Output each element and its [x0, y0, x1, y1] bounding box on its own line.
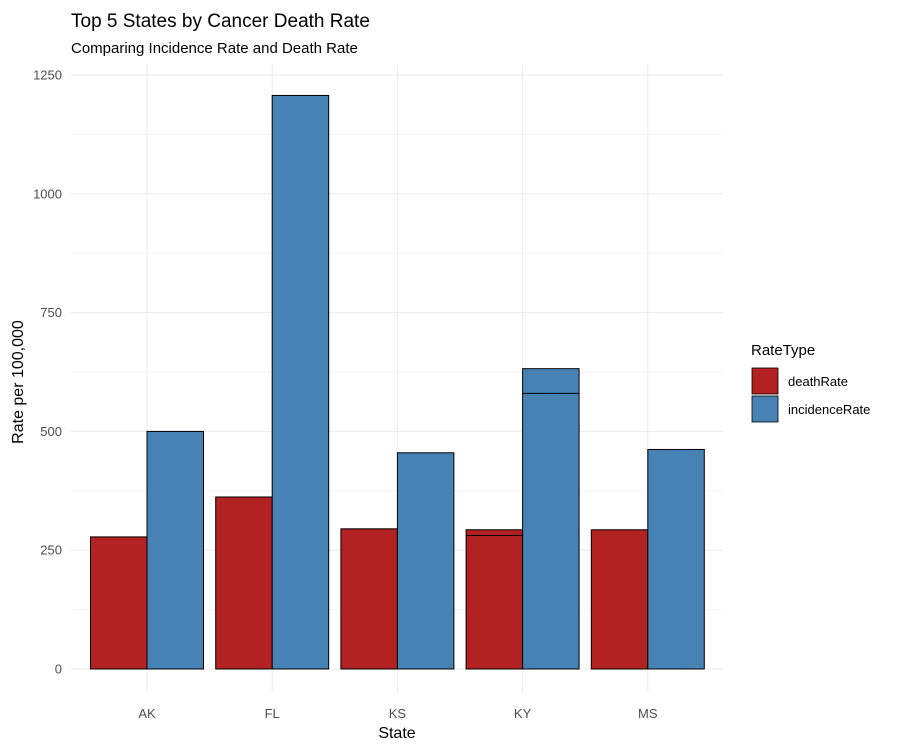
y-tick-label: 0 — [55, 662, 62, 677]
bar-incidenceRate-AK — [146, 430, 204, 670]
bar-incidenceRate-KY — [522, 368, 580, 670]
chart-subtitle: Comparing Incidence Rate and Death Rate — [71, 40, 358, 57]
x-tick-label: FL — [265, 706, 280, 721]
x-axis-title: State — [378, 725, 415, 742]
bar-deathRate-AK — [90, 536, 148, 670]
y-axis-title: Rate per 100,000 — [10, 320, 27, 444]
bar-deathRate-MS — [590, 529, 649, 670]
x-tick-label: AK — [138, 706, 156, 721]
bar-incidenceRate-FL — [271, 94, 330, 670]
chart-title: Top 5 States by Cancer Death Rate — [71, 11, 370, 32]
bar-incidenceRate-KS — [396, 452, 455, 670]
legend-key-incidenceRate — [751, 395, 779, 423]
y-tick-label: 1000 — [33, 186, 62, 201]
x-tick-label: KY — [514, 706, 532, 721]
y-axis-ticks: 0 250 500 750 1000 1250 — [33, 68, 62, 677]
y-tick-label: 750 — [40, 305, 62, 320]
bar-deathRate-KS — [340, 528, 398, 670]
x-tick-label: MS — [638, 706, 658, 721]
legend: RateType deathRate incidenceRate — [751, 342, 870, 423]
x-tick-label: KS — [389, 706, 407, 721]
legend-key-deathRate — [751, 367, 779, 395]
y-tick-label: 1250 — [33, 68, 62, 83]
y-tick-label: 250 — [40, 543, 62, 558]
legend-label-deathRate: deathRate — [788, 374, 848, 389]
legend-label-incidenceRate: incidenceRate — [788, 402, 870, 417]
y-tick-label: 500 — [40, 424, 62, 439]
legend-title: RateType — [751, 342, 815, 359]
bar-deathRate-KY — [465, 529, 524, 670]
bar-incidenceRate-MS — [647, 448, 705, 670]
x-axis-ticks: AK FL KS KY MS — [138, 706, 658, 721]
bars — [90, 94, 705, 670]
bar-deathRate-FL — [215, 496, 273, 670]
